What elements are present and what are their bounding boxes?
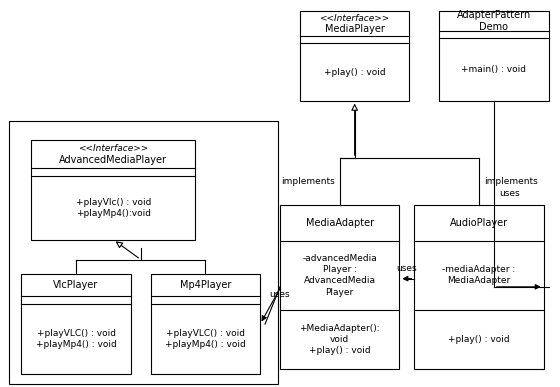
Text: implements: implements <box>281 177 335 186</box>
Text: AdapterPattern
Demo: AdapterPattern Demo <box>457 10 531 32</box>
Text: +main() : void: +main() : void <box>461 65 526 74</box>
Bar <box>414 205 544 369</box>
Text: +playVlc() : void
+playMp4():void: +playVlc() : void +playMp4():void <box>76 198 151 218</box>
Text: <<Interface>>: <<Interface>> <box>78 144 148 152</box>
Bar <box>280 205 399 369</box>
Text: +MediaAdapter():
void
+play() : void: +MediaAdapter(): void +play() : void <box>300 324 380 355</box>
Text: AdvancedMediaPlayer: AdvancedMediaPlayer <box>59 156 167 165</box>
Bar <box>151 274 260 374</box>
Bar <box>21 274 130 374</box>
Text: -advancedMedia
Player :
AdvancedMedia
Player: -advancedMedia Player : AdvancedMedia Pl… <box>302 254 377 296</box>
Text: <<Interface>>: <<Interface>> <box>320 14 390 23</box>
Bar <box>31 140 195 240</box>
Bar <box>300 11 409 101</box>
Text: -mediaAdapter :
MediaAdapter: -mediaAdapter : MediaAdapter <box>442 265 516 285</box>
Bar <box>439 11 549 101</box>
Text: +play() : void: +play() : void <box>324 68 385 77</box>
Text: uses: uses <box>499 189 520 198</box>
Text: +play() : void: +play() : void <box>448 335 510 344</box>
Text: Mp4Player: Mp4Player <box>180 280 231 290</box>
Text: VlcPlayer: VlcPlayer <box>53 280 99 290</box>
Text: MediaAdapter: MediaAdapter <box>306 218 374 228</box>
Text: AudioPlayer: AudioPlayer <box>450 218 508 228</box>
Text: +playVLC() : void
+playMp4() : void: +playVLC() : void +playMp4() : void <box>36 329 116 349</box>
Bar <box>10 120 278 384</box>
Text: implements: implements <box>484 177 538 186</box>
Text: +playVLC() : void
+playMp4() : void: +playVLC() : void +playMp4() : void <box>165 329 246 349</box>
Text: uses: uses <box>270 291 290 300</box>
Text: uses: uses <box>396 264 417 273</box>
Text: MediaPlayer: MediaPlayer <box>325 24 385 34</box>
